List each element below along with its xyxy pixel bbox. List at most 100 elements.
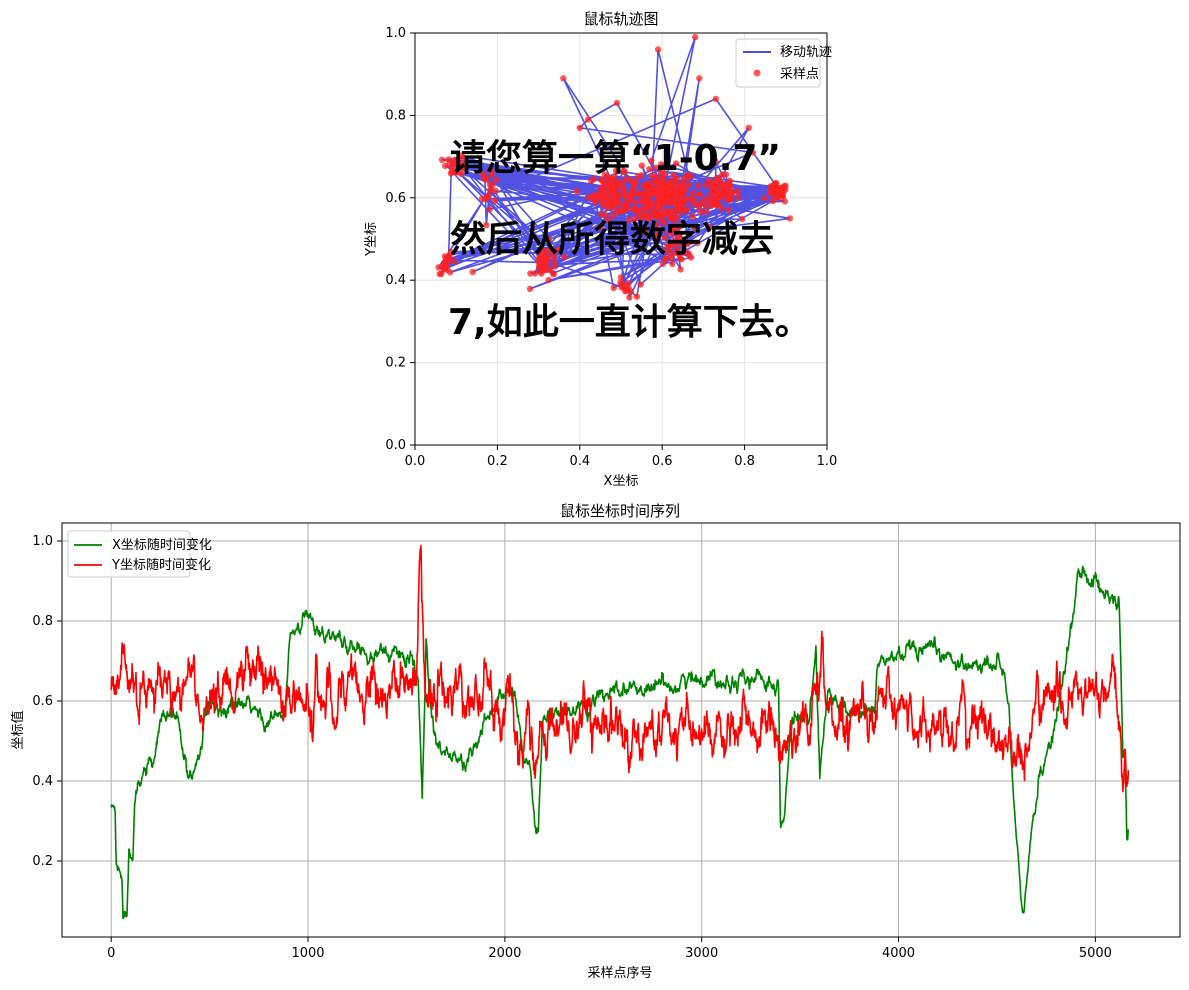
trajectory-sample-point: [596, 191, 603, 198]
trajectory-sample-point: [573, 188, 581, 195]
trajectory-sample-point: [646, 165, 653, 173]
trajectory-sample-point: [610, 284, 617, 292]
trajectory-sample-point: [441, 162, 449, 170]
trajectory-ticks: 0.0 0.2 0.4 0.6 0.8 1.0 0.0 0.2 0.4 0.6 0.8 1.0: [385, 26, 837, 469]
trajectory-sample-point: [676, 191, 683, 199]
trajectory-sample-point: [619, 284, 626, 291]
trajectory-ytick-label: 0.8: [385, 108, 406, 123]
trajectory-sample-point: [641, 225, 648, 233]
trajectory-sample-point: [604, 216, 612, 223]
trajectory-sample-point: [598, 199, 606, 207]
trajectory-sample-point: [619, 178, 626, 186]
timeseries-xtick-label: 5000: [1079, 946, 1112, 961]
trajectory-sample-point: [664, 243, 671, 250]
trajectory-sample-point: [447, 248, 455, 256]
trajectory-sample-point: [613, 197, 620, 204]
trajectory-sample-point: [550, 253, 558, 260]
trajectory-ytick-label: 1.0: [385, 26, 406, 41]
trajectory-sample-point: [626, 216, 633, 224]
trajectory-sample-point: [621, 205, 628, 212]
trajectory-xtick-label: 0.0: [405, 454, 426, 469]
trajectory-sample-point: [660, 208, 667, 215]
trajectory-sample-point: [657, 169, 665, 177]
trajectory-sample-point: [629, 206, 637, 213]
trajectory-sample-point: [703, 208, 710, 215]
timeseries-ticks: 0 1000 2000 3000 4000 5000 0.2 0.4 0.6 0.8 1.0: [32, 534, 1112, 961]
trajectory-sample-point: [726, 179, 733, 187]
trajectory-sample-point: [611, 173, 619, 180]
trajectory-sample-point: [601, 171, 608, 178]
trajectory-sample-point: [589, 193, 596, 200]
trajectory-sample-point: [671, 224, 678, 231]
trajectory-ytick-label: 0.6: [385, 191, 406, 206]
trajectory-sample-point: [478, 195, 486, 202]
trajectory-xtick-label: 0.4: [569, 454, 590, 469]
trajectory-sample-point: [630, 200, 638, 207]
trajectory-sample-point: [691, 198, 699, 205]
trajectory-sample-point: [551, 258, 558, 266]
trajectory-sample-point: [664, 248, 671, 255]
trajectory-sample-point: [734, 188, 741, 195]
timeseries-ytick-label: 0.8: [32, 614, 53, 629]
trajectory-sample-point: [666, 195, 674, 202]
trajectory-sample-point: [664, 184, 671, 191]
trajectory-sample-point: [726, 196, 733, 203]
timeseries-xtick-label: 3000: [685, 946, 718, 961]
trajectory-sample-point: [469, 268, 476, 276]
trajectory-sample-point: [656, 204, 663, 211]
trajectory-sample-point: [685, 172, 692, 180]
trajectory-sample-point: [613, 99, 621, 107]
timeseries-ytick-label: 0.4: [32, 774, 53, 789]
trajectory-sample-point: [761, 194, 768, 202]
trajectory-xtick-label: 0.6: [652, 454, 673, 469]
trajectory-sample-point: [667, 215, 675, 222]
timeseries-lines: [110, 544, 1130, 920]
timeseries-xtick-label: 4000: [882, 946, 915, 961]
trajectory-sample-point: [704, 195, 712, 203]
trajectory-sample-point: [669, 178, 676, 185]
trajectory-sample-point: [546, 236, 553, 243]
timeseries-ytick-label: 1.0: [32, 534, 53, 549]
trajectory-sample-point: [728, 189, 735, 197]
trajectory-sample-point: [648, 185, 656, 192]
trajectory-sample-point: [543, 258, 550, 265]
trajectory-sample-point: [652, 211, 660, 218]
trajectory-sample-point: [659, 260, 667, 268]
trajectory-sample-point: [610, 181, 617, 188]
timeseries-axes-frame: [61, 522, 1181, 938]
trajectory-sample-point: [691, 224, 698, 231]
trajectory-xtick-label: 0.2: [487, 454, 508, 469]
overlay-line-3: 7,如此一直计算下去。: [448, 302, 811, 343]
trajectory-sample-point: [597, 211, 605, 218]
trajectory-sample-point: [638, 162, 645, 169]
trajectory-sample-point: [654, 46, 662, 53]
x-coordinate-series-line: [110, 565, 1130, 920]
trajectory-sample-point: [598, 176, 605, 184]
trajectory-sample-point: [631, 182, 638, 189]
trajectory-sample-point: [773, 180, 780, 187]
trajectory-sample-point: [550, 271, 557, 278]
trajectory-sample-point: [670, 242, 677, 249]
trajectory-sample-point: [526, 285, 534, 293]
trajectory-sample-point: [482, 174, 489, 182]
trajectory-sample-point: [782, 182, 789, 190]
trajectory-sample-point: [786, 215, 794, 222]
trajectory-sample-point: [633, 293, 641, 300]
trajectory-sample-point: [648, 157, 655, 164]
trajectory-sample-point: [779, 192, 786, 199]
trajectory-sample-point: [612, 167, 620, 174]
trajectory-sample-point: [685, 251, 693, 258]
timeseries-xlabel: 采样点序号: [587, 966, 652, 981]
trajectory-sample-point: [634, 173, 642, 180]
trajectory-sample-point: [649, 172, 656, 179]
y-coordinate-series-line: [110, 544, 1130, 793]
trajectory-sample-point: [696, 75, 703, 82]
trajectory-sample-point: [621, 168, 628, 176]
trajectory-sample-point: [712, 158, 719, 165]
trajectory-sample-point: [560, 75, 567, 82]
trajectory-sample-point: [485, 192, 492, 200]
trajectory-sample-point: [774, 192, 781, 200]
trajectory-sample-point: [539, 248, 546, 255]
trajectory-sample-point: [735, 193, 742, 201]
